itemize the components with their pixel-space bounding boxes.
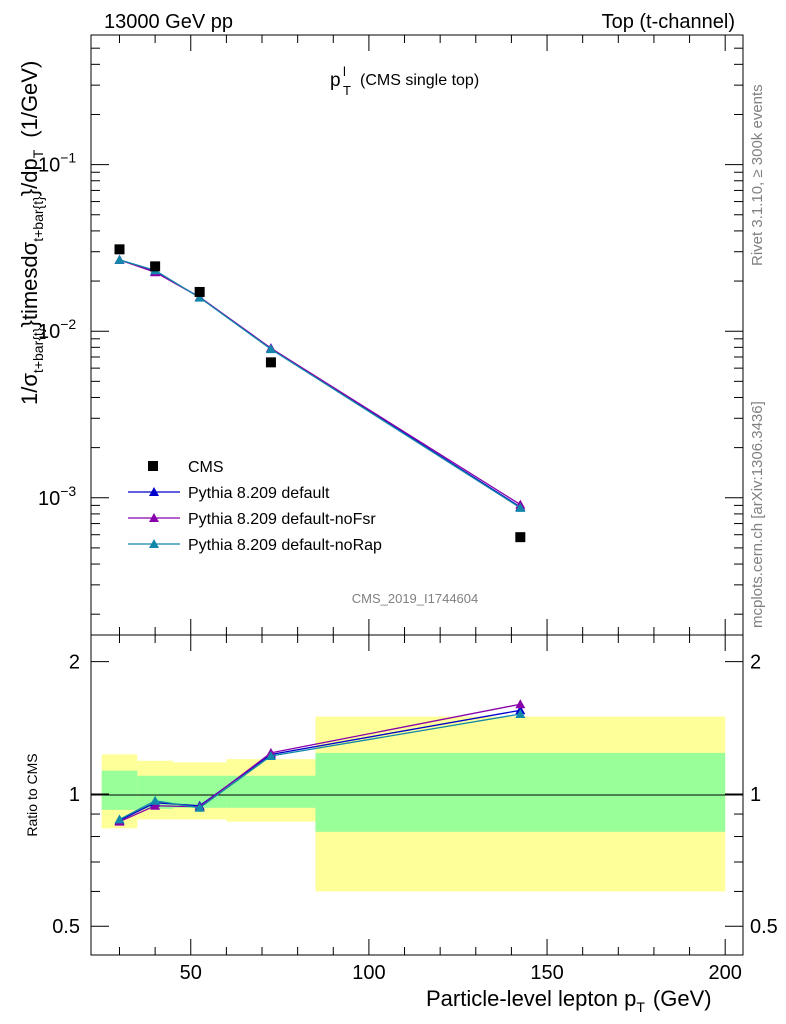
ratio-y-tick-label: 0.5	[52, 916, 80, 938]
ratio-series	[114, 699, 526, 826]
x-axis-label-text: Particle-level lepton pT (GeV)	[426, 986, 712, 1015]
ratio-y-tick-label: 2	[69, 652, 80, 674]
ratio-y-tick-label-right: 1	[750, 784, 761, 806]
ratio-frame	[90, 634, 744, 956]
data-point	[114, 244, 125, 255]
x-axis-label: Particle-level lepton pT (GeV)	[426, 986, 712, 1015]
legend-marker	[149, 539, 159, 548]
source-label: mcplots.cern.ch [arXiv:1306.3436]	[749, 401, 766, 628]
main-series	[114, 244, 526, 543]
series-point	[515, 502, 526, 512]
ratio-series-point	[150, 800, 161, 810]
ratio-series-point	[194, 802, 205, 812]
main-y-tick-labels: 10−1 10−2 10−3	[38, 150, 76, 510]
y-axis-label-text: 1/σt+bar{t}}timesdσt+bar{t}}/dpT(1/GeV)	[17, 61, 46, 405]
series-point	[114, 254, 125, 264]
x-tick-label: 100	[352, 962, 385, 984]
legend-label: Pythia 8.209 default-noFsr	[188, 511, 376, 528]
y-tick-label: 10−3	[38, 483, 76, 510]
energy-label: 13000 GeV pp	[104, 11, 233, 33]
ratio-y-tick-label: 1	[69, 784, 80, 806]
main-panel: CMS_2019_I1744604 p l T (CMS single top)…	[17, 34, 744, 636]
series-line	[119, 259, 521, 509]
data-point	[515, 532, 526, 543]
rivet-label: Rivet 3.1.10, ≥ 300k events	[749, 84, 766, 266]
ratio-tick-labels: 2 2 1 1 0.5 0.5 50 100 150 200	[52, 652, 778, 984]
legend: CMS Pythia 8.209 default Pythia 8.209 defa…	[128, 459, 382, 554]
watermark: CMS_2019_I1744604	[352, 591, 479, 606]
ratio-panel: 2 2 1 1 0.5 0.5 50 100 150 200 Ratio to CMS Parti…	[24, 634, 778, 1015]
y-tick-label: 10−1	[38, 150, 76, 177]
y-axis-label: 1/σt+bar{t}}timesdσt+bar{t}}/dpT(1/GeV)	[17, 61, 46, 405]
ratio-ticks	[91, 635, 743, 955]
x-tick-label: 200	[708, 962, 741, 984]
legend-marker	[149, 513, 159, 522]
data-point	[150, 261, 161, 272]
legend-label: Pythia 8.209 default	[188, 485, 330, 502]
x-tick-label: 50	[180, 962, 202, 984]
title-main: p	[330, 70, 341, 91]
ratio-series-point	[265, 750, 276, 760]
band-green	[315, 752, 726, 832]
main-y-ticks	[91, 35, 743, 635]
ratio-series-point	[114, 814, 125, 824]
ratio-y-tick-label-right: 2	[750, 652, 761, 674]
ratio-series-point	[515, 699, 526, 709]
ratio-y-label: Ratio to CMS	[24, 753, 40, 836]
legend-label: CMS	[188, 459, 224, 476]
ratio-y-tick-label-right: 0.5	[750, 916, 778, 938]
data-point	[194, 286, 205, 297]
legend-marker	[149, 487, 159, 496]
series-point	[265, 344, 276, 354]
data-point	[265, 357, 276, 368]
title-rest: (CMS single top)	[360, 72, 479, 89]
legend-label: Pythia 8.209 default-noRap	[188, 537, 382, 554]
title-sub: T	[343, 83, 351, 98]
legend-marker	[148, 461, 158, 471]
process-label: Top (t-channel)	[602, 11, 735, 33]
chart-title: p l T (CMS single top)	[330, 64, 479, 98]
x-tick-label: 150	[530, 962, 563, 984]
title-sup: l	[343, 64, 346, 79]
series-line	[119, 259, 521, 506]
band-green	[226, 775, 316, 808]
series-point	[194, 292, 205, 302]
ratio-series-point	[150, 795, 161, 805]
ratio-series-point	[515, 709, 526, 719]
y-tick-label: 10−2	[38, 316, 76, 343]
uncertainty-bands	[101, 716, 726, 892]
band-green	[101, 770, 138, 810]
